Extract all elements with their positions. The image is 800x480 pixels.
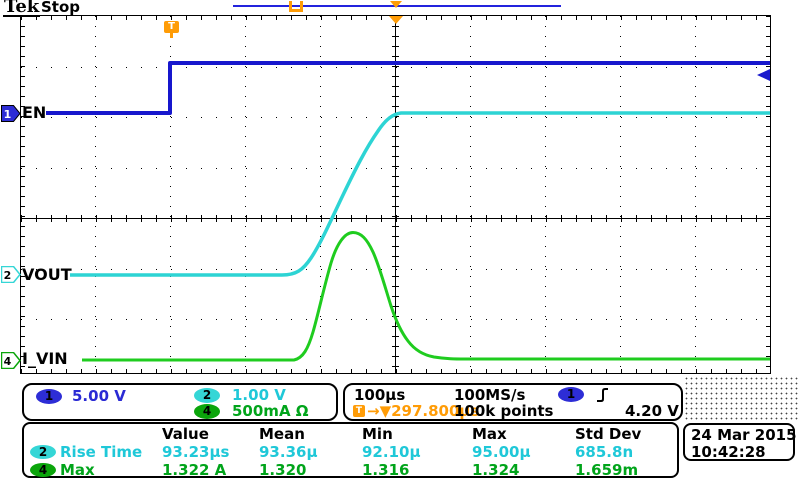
trigger-position-flag-stem (170, 33, 173, 38)
measurement-table: Value Mean Min Max Std Dev 2 Rise Time 9… (22, 422, 679, 478)
meas-stddev: 1.659m (575, 461, 639, 479)
svg-text:1: 1 (4, 108, 12, 121)
datetime-box: 24 Mar 2015 10:42:28 (683, 423, 797, 461)
trigger-position-flag-icon: T (164, 21, 179, 33)
meas-max: 1.324 (472, 461, 520, 479)
meas-row-ch-badge: 2 (30, 445, 56, 459)
rising-edge-icon (597, 388, 608, 402)
ch4-badge: 4 (1, 352, 21, 369)
ch2-badge: 2 (1, 266, 21, 283)
svg-text:2: 2 (4, 269, 12, 282)
meas-value: 1.322 A (162, 461, 227, 479)
ch1-scale: 5.00 V (72, 387, 126, 405)
trigger-delay: →▼297.800µs (367, 402, 480, 420)
col-header-stddev: Std Dev (575, 425, 642, 443)
meas-value: 93.23µs (162, 443, 230, 461)
timebase: 100µs (354, 386, 406, 404)
meas-stddev: 685.8n (575, 443, 634, 461)
record-expansion-triangle-icon (390, 1, 402, 8)
vertical-scale-readout: 1 5.00 V 2 1.00 V 4 500mA Ω (22, 383, 338, 421)
graticule (20, 15, 771, 374)
dotted-background (684, 376, 800, 422)
ch1-scale-badge: 1 (36, 389, 62, 404)
ch2-scale: 1.00 V (232, 386, 286, 404)
graticule-ticks (21, 16, 25, 373)
record-length: 100k points (454, 402, 554, 420)
trigger-delay-t-icon: T (353, 405, 365, 417)
acquisition-status: Stop (41, 0, 81, 16)
record-trigger-marker-icon (289, 1, 303, 12)
ch4-scale: 500mA Ω (232, 402, 309, 420)
meas-name: Max (60, 461, 95, 479)
ch1-badge: 1 (1, 105, 21, 122)
col-header-mean: Mean (259, 425, 305, 443)
center-horizontal-line (21, 218, 770, 219)
meas-row-ch-badge: 4 (30, 463, 56, 477)
col-header-value: Value (162, 425, 209, 443)
meas-min: 1.316 (362, 461, 410, 479)
sample-rate: 100MS/s (454, 386, 526, 404)
svg-text:4: 4 (4, 355, 12, 368)
trigger-source-badge: 1 (558, 387, 584, 402)
ch2-label: VOUT (22, 265, 72, 284)
date: 24 Mar 2015 (691, 426, 797, 444)
trigger-level: 4.20 V (625, 402, 679, 420)
center-vertical-line (395, 16, 396, 373)
ch4-scale-badge: 4 (194, 404, 220, 419)
meas-mean: 1.320 (259, 461, 307, 479)
meas-name: Rise Time (60, 443, 143, 461)
ch1-label: EN (22, 103, 47, 122)
meas-mean: 93.36µ (259, 443, 318, 461)
time: 10:42:28 (691, 443, 766, 461)
trigger-level-arrow-icon (757, 69, 770, 81)
col-header-min: Min (362, 425, 393, 443)
expansion-point-triangle-icon (389, 16, 403, 24)
horizontal-trigger-readout: 100µs 100MS/s 1 T →▼297.800µs 100k point… (343, 383, 683, 421)
meas-max: 95.00µ (472, 443, 531, 461)
meas-min: 92.10µ (362, 443, 421, 461)
col-header-max: Max (472, 425, 507, 443)
ch2-scale-badge: 2 (194, 388, 220, 403)
ch4-label: I_VIN (22, 349, 68, 368)
